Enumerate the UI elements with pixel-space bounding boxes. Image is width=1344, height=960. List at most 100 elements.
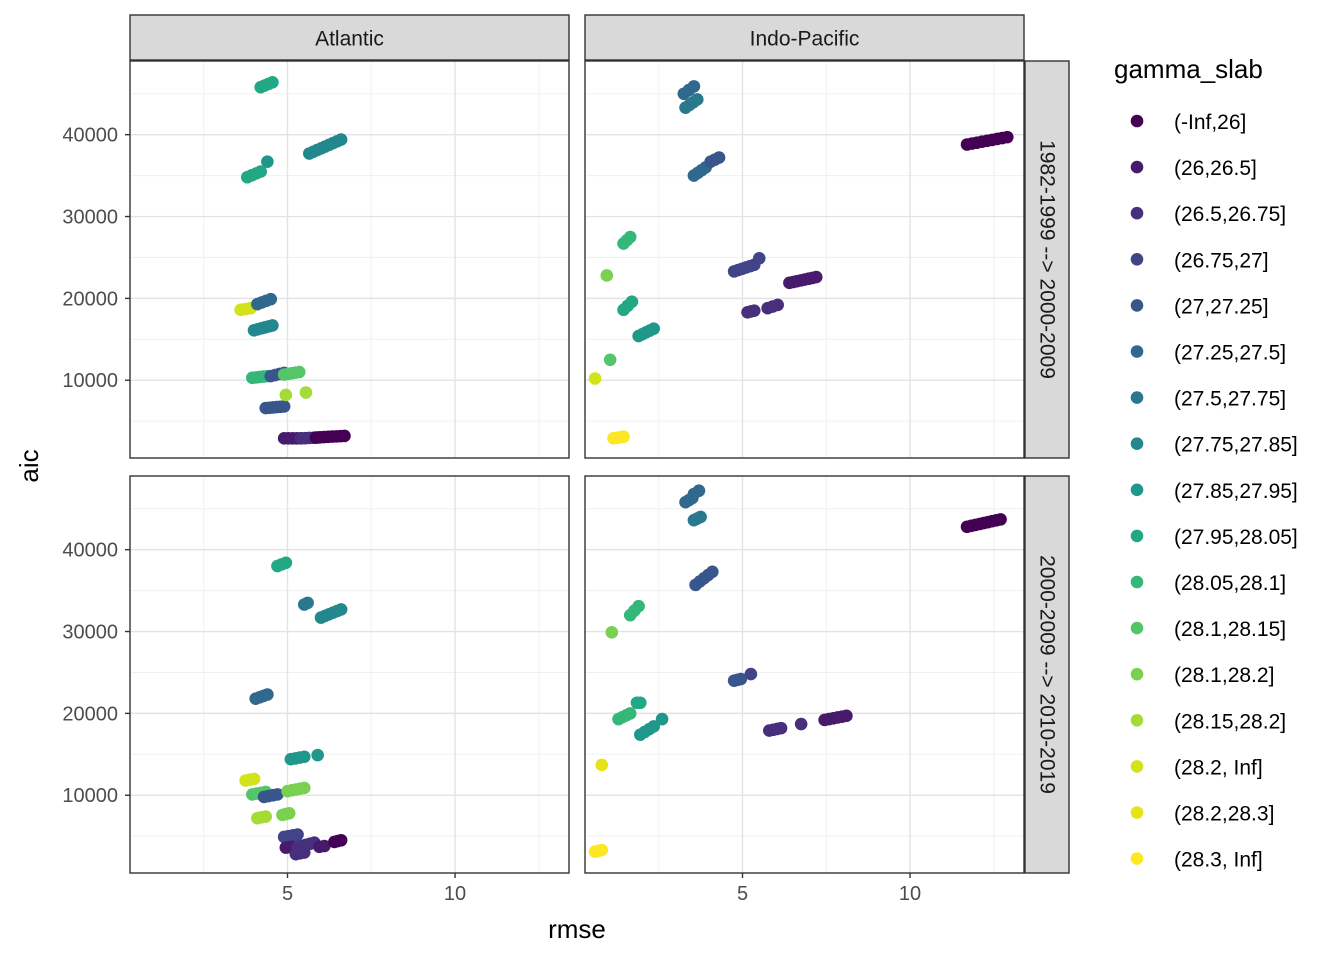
legend-key [1130,714,1144,727]
data-point [301,596,314,610]
panels-layer [129,60,1025,874]
data-point [747,304,761,317]
legend-key [1130,483,1144,497]
legend-label: (28.2,28.3] [1174,803,1274,826]
panel-border [129,475,570,874]
data-point [334,833,348,847]
legend-label: (28.15,28.2] [1174,710,1286,733]
legend-item: (27.25,27.5] [1130,342,1286,365]
data-point [633,696,647,710]
legend-item: (28.1,28.15] [1130,618,1286,641]
legend-label: (27.75,27.85] [1174,434,1298,457]
legend-item: (27.5,27.75] [1130,388,1286,411]
legend-key [1130,345,1144,358]
legend-item: (28.15,28.2] [1130,710,1286,733]
strip-label: Indo-Pacific [750,28,860,51]
y-tick-label: 20000 [62,288,118,310]
legend-item: (28.05,28.1] [1130,572,1286,595]
data-point [297,781,311,795]
data-point [600,269,614,282]
facet-panel-0-0 [129,60,570,459]
strip-background [584,14,1025,61]
legend-label: (27.95,28.05] [1174,526,1298,549]
panel-border [584,60,1025,459]
legend-key [1130,391,1144,404]
data-point [994,513,1007,526]
data-point [605,626,619,639]
legend-label: (28.2, Inf] [1174,756,1263,779]
data-point [712,151,726,164]
data-point [297,846,311,859]
legend-key [1130,575,1144,589]
data-point [297,750,311,764]
data-point [809,270,823,284]
y-tick-label: 20000 [62,703,118,725]
legend-item: (26.75,27] [1130,249,1269,272]
data-point [299,386,313,399]
legend-item: (27.95,28.05] [1130,526,1298,549]
data-point [1000,130,1014,144]
legend-item: (28.2, Inf] [1130,756,1263,779]
data-point [734,672,748,686]
legend-item: (26.5,26.75] [1130,203,1286,226]
panel-border [584,475,1025,874]
legend-title: gamma_slab [1114,54,1263,84]
y-tick-label: 10000 [62,370,118,392]
strip-label: 2000-2009 --> 2010-2019 [1036,555,1059,794]
strip-label: Atlantic [315,28,384,51]
legend-key [1130,852,1144,865]
strip-background [129,14,570,61]
data-point [595,758,609,772]
data-point [271,788,284,801]
data-point [687,80,701,93]
legend-label: (-Inf,26] [1174,111,1246,134]
legend-label: (27.25,27.5] [1174,342,1286,365]
data-point [318,839,331,853]
legend-item: (27.85,27.95] [1130,480,1298,503]
facet-panel-1-0 [584,60,1025,459]
data-point [625,295,639,308]
data-point [617,430,630,444]
data-point [247,772,261,786]
legend-key [1130,437,1144,451]
strip-row-1: 2000-2009 --> 2010-2019 [1024,475,1070,874]
y-tick-label: 30000 [62,622,118,644]
strip-background [1024,60,1070,459]
data-point [623,230,637,244]
strip-atlantic: Atlantic [129,14,570,61]
legend-key [1130,299,1144,312]
data-point [334,603,348,616]
data-point [282,806,296,820]
legend: gamma_slab (-Inf,26] (26,26.5] (26.5,26.75… [1114,54,1298,872]
panel-background [130,476,569,873]
data-point [694,510,707,524]
legend-item: (27.75,27.85] [1130,434,1298,457]
x-tick-label: 10 [444,883,466,905]
panel-background [585,61,1024,458]
legend-label: (28.1,28.2] [1174,664,1274,687]
x-tick-label: 10 [899,883,921,905]
data-point [338,429,351,443]
data-point [334,133,348,146]
x-tick-label: 5 [737,883,748,905]
legend-key [1130,760,1144,773]
data-point [774,721,788,735]
x-axis-label: rmse [548,914,606,944]
data-point [595,843,609,857]
data-point [690,93,704,106]
data-point [752,251,766,265]
legend-label: (26.75,27] [1174,249,1269,272]
data-point [744,667,758,681]
legend-label: (27.85,27.95] [1174,480,1298,503]
data-point [261,155,274,168]
data-point [771,298,784,312]
data-point [603,353,617,367]
legend-label: (26.5,26.75] [1174,203,1286,226]
legend-label: (27,27.25] [1174,295,1269,318]
legend-key [1130,806,1144,819]
legend-item: (28.3, Inf] [1130,849,1263,872]
data-point [279,556,293,570]
data-point [292,365,306,379]
facet-strips: Atlantic Indo-Pacific 1982-1999 --> 2000-2… [129,14,1070,874]
panel-background [585,476,1024,873]
